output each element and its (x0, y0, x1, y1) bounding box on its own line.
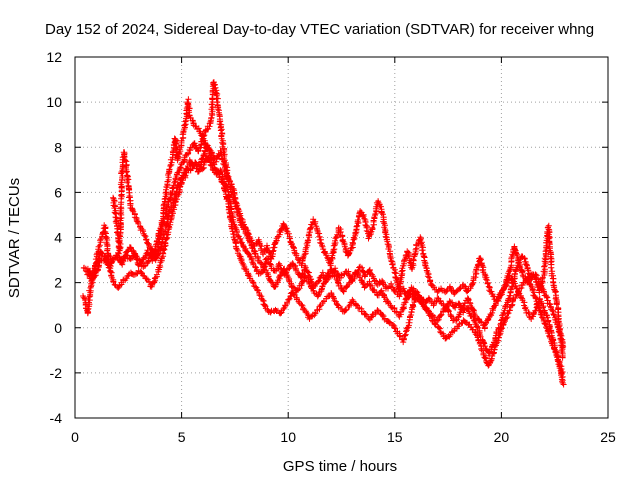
y-tick-label: 12 (46, 49, 62, 65)
x-tick-label: 10 (280, 429, 296, 445)
y-tick-label: 4 (54, 230, 62, 246)
x-tick-label: 5 (178, 429, 186, 445)
series-markers (110, 79, 566, 361)
series-markers (84, 135, 566, 380)
axes: 0 5 10 15 20 25 -4 -2 0 2 4 6 8 10 12 (46, 49, 616, 445)
y-tick-label: -4 (50, 410, 63, 426)
x-tick-label: 25 (600, 429, 616, 445)
y-tick-label: 10 (46, 94, 62, 110)
x-axis-label: GPS time / hours (283, 458, 397, 475)
x-tick-label: 20 (494, 429, 510, 445)
series-trace-c (110, 79, 566, 361)
x-tick-label: 15 (387, 429, 403, 445)
series-trace-d (84, 135, 566, 380)
y-tick-label: -2 (50, 365, 63, 381)
data-series (80, 79, 567, 388)
chart-title: Day 152 of 2024, Sidereal Day-to-day VTE… (45, 21, 594, 38)
x-tick-label: 0 (71, 429, 79, 445)
y-tick-label: 0 (54, 320, 62, 336)
y-tick-label: 2 (54, 275, 62, 291)
y-tick-label: 6 (54, 184, 62, 200)
y-axis-label: SDTVAR / TECUs (6, 178, 23, 298)
y-tick-label: 8 (54, 139, 62, 155)
